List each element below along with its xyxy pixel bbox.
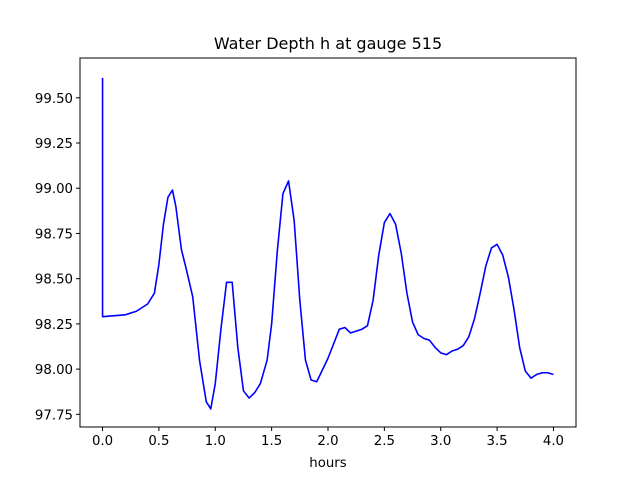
x-axis-label: hours	[309, 456, 346, 471]
y-tick-label: 97.75	[35, 408, 73, 423]
y-tick-label: 98.00	[35, 363, 73, 378]
x-tick-label: 1.5	[261, 434, 282, 449]
y-tick-label: 99.25	[35, 137, 73, 152]
x-tick-label: 1.0	[205, 434, 226, 449]
x-tick-label: 3.0	[430, 434, 451, 449]
x-tick-label: 0.0	[92, 434, 113, 449]
x-tick-label: 0.5	[148, 434, 169, 449]
x-tick-label: 2.0	[317, 434, 338, 449]
x-tick-label: 3.5	[487, 434, 508, 449]
axis-ticks: 0.0 0.5 1.0 1.5 2.0 2.5 3.0 3.5 4.0 97.75 98.00 98.…	[35, 92, 564, 449]
y-tick-label: 98.50	[35, 273, 73, 288]
axes-frame	[79, 57, 577, 428]
y-tick-label: 99.50	[35, 92, 73, 107]
series-line-0	[101, 77, 554, 410]
y-tick-label: 98.75	[35, 227, 73, 242]
x-tick-label: 4.0	[543, 434, 564, 449]
chart-title: Water Depth h at gauge 515	[214, 34, 442, 53]
x-tick-label: 2.5	[374, 434, 395, 449]
y-tick-label: 99.00	[35, 182, 73, 197]
y-tick-label: 98.25	[35, 318, 73, 333]
plot-area	[101, 77, 554, 410]
